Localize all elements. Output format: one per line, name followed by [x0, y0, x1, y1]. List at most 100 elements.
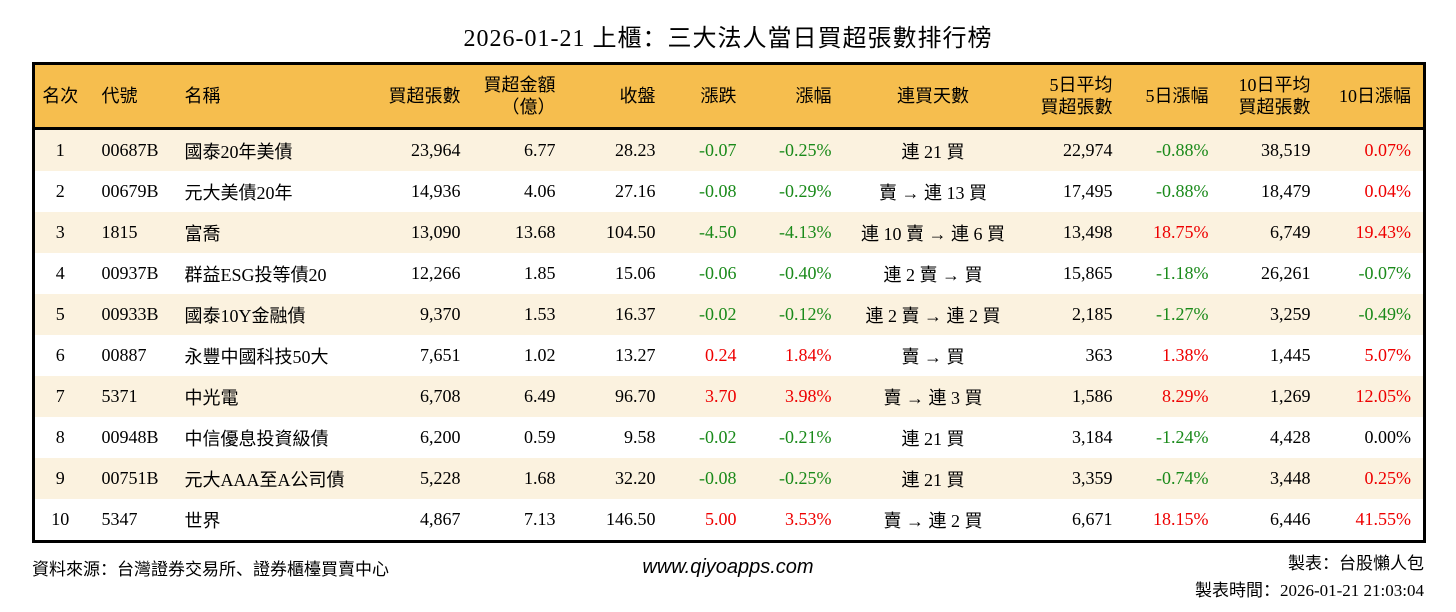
data-source: 資料來源：台灣證券交易所、證券櫃檯買賣中心 [32, 560, 389, 579]
table-row: 8 00948B 中信優息投資級債 6,200 0.59 9.58 -0.02 -0.21% 連… [34, 417, 1425, 458]
cell-change: -4.50 [699, 222, 737, 242]
cell-change-pct: -0.25% [779, 140, 832, 160]
cell-amount: 1.53 [524, 304, 556, 324]
column-header-avg5: 5日平均 買超張數 [1022, 63, 1123, 130]
cell-avg5: 3,359 [1072, 468, 1113, 488]
cell-code: 00948B [101, 427, 159, 447]
cell-pct10: 41.55% [1355, 509, 1412, 529]
cell-close: 15.06 [615, 263, 656, 283]
cell-pct5: -0.88% [1156, 140, 1209, 160]
cell-rank: 10 [51, 509, 70, 529]
cell-net-buy: 14,936 [411, 181, 461, 201]
cell-pct10: 5.07% [1364, 345, 1412, 365]
cell-avg5: 363 [1085, 345, 1113, 365]
column-header-amount: 買超金額 （億） [470, 63, 566, 130]
cell-avg5: 1,586 [1072, 386, 1113, 406]
cell-amount: 4.06 [524, 181, 556, 201]
cell-name: 國泰20年美債 [184, 141, 293, 162]
cell-amount: 6.77 [524, 140, 556, 160]
cell-net-buy: 23,964 [411, 140, 461, 160]
cell-pct10: 0.04% [1364, 181, 1412, 201]
cell-change: -0.02 [699, 304, 737, 324]
cell-pct10: 12.05% [1355, 386, 1412, 406]
cell-pct5: 18.75% [1153, 222, 1209, 242]
cell-name: 中信優息投資級債 [184, 428, 329, 449]
website-watermark: www.qiyoapps.com [642, 556, 814, 578]
cell-pct5: 8.29% [1162, 386, 1209, 406]
ranking-table: 名次 代號 名稱 買超張數 買超金額 （億） 收盤 漲跌 漲幅 連買天數 5日平均 買超張數 5日漲… [32, 62, 1426, 543]
cell-change: -0.02 [699, 427, 737, 447]
column-header-close: 收盤 [565, 63, 666, 130]
cell-amount: 0.59 [524, 427, 556, 447]
footer: 資料來源：台灣證券交易所、證券櫃檯買賣中心 www.qiyoapps.com 製… [32, 550, 1424, 604]
cell-pct5: -1.27% [1156, 304, 1209, 324]
cell-avg10: 1,445 [1270, 345, 1311, 365]
maker-credit: 製表：台股懶人包 [1288, 554, 1424, 573]
cell-code: 00937B [101, 263, 159, 283]
table-header: 名次 代號 名稱 買超張數 買超金額 （億） 收盤 漲跌 漲幅 連買天數 5日平均 買超張數 5日漲… [33, 63, 1425, 130]
column-header-change-pct: 漲幅 [748, 63, 844, 130]
cell-rank: 8 [55, 427, 65, 447]
cell-avg5: 3,184 [1072, 427, 1113, 447]
cell-avg10: 3,448 [1270, 468, 1311, 488]
cell-streak: 賣 → 買 [901, 346, 965, 367]
column-header-rank: 名次 [33, 63, 86, 130]
cell-pct5: -1.24% [1156, 427, 1209, 447]
cell-streak: 連 21 買 [901, 469, 965, 490]
cell-avg5: 22,974 [1063, 140, 1113, 160]
cell-name: 群益ESG投等債20 [184, 264, 327, 285]
cell-change: -0.07 [699, 140, 737, 160]
column-header-pct5: 5日漲幅 [1122, 63, 1221, 130]
cell-net-buy: 6,708 [420, 386, 461, 406]
cell-avg10: 6,446 [1270, 509, 1311, 529]
table-header-row: 名次 代號 名稱 買超張數 買超金額 （億） 收盤 漲跌 漲幅 連買天數 5日平均 買超張數 5日漲… [33, 63, 1425, 130]
cell-code: 1815 [101, 222, 138, 242]
report-timestamp: 製表時間：2026-01-21 21:03:04 [1194, 581, 1424, 600]
cell-change-pct: 3.98% [785, 386, 832, 406]
table-row: 4 00937B 群益ESG投等債20 12,266 1.85 15.06 -0.06 -0.… [34, 253, 1425, 294]
column-header-change: 漲跌 [665, 63, 749, 130]
cell-streak: 連 21 買 [901, 428, 965, 449]
cell-avg5: 6,671 [1072, 509, 1113, 529]
cell-name: 元大AAA至A公司債 [184, 469, 345, 490]
cell-amount: 1.02 [524, 345, 556, 365]
cell-pct5: 1.38% [1162, 345, 1209, 365]
cell-change-pct: -4.13% [779, 222, 832, 242]
cell-close: 9.58 [624, 427, 656, 447]
cell-streak: 連 21 買 [901, 141, 965, 162]
cell-close: 32.20 [615, 468, 656, 488]
cell-amount: 13.68 [515, 222, 556, 242]
cell-pct10: 0.07% [1364, 140, 1412, 160]
column-header-avg10: 10日平均 買超張數 [1220, 63, 1321, 130]
cell-avg5: 13,498 [1063, 222, 1113, 242]
cell-name: 世界 [184, 510, 221, 531]
cell-change-pct: -0.25% [779, 468, 832, 488]
cell-close: 96.70 [615, 386, 656, 406]
table-row: 2 00679B 元大美債20年 14,936 4.06 27.16 -0.08 -0.29%… [34, 171, 1425, 212]
cell-change-pct: 3.53% [785, 509, 832, 529]
cell-pct10: 0.25% [1364, 468, 1412, 488]
table-row: 9 00751B 元大AAA至A公司債 5,228 1.68 32.20 -0.08 -0.2… [33, 458, 1425, 499]
cell-rank: 3 [55, 222, 65, 242]
cell-avg10: 4,428 [1270, 427, 1311, 447]
cell-code: 5347 [101, 509, 138, 529]
cell-name: 國泰10Y金融債 [184, 305, 306, 326]
cell-avg10: 1,269 [1270, 386, 1311, 406]
cell-streak: 連 2 賣 → 買 [883, 264, 983, 285]
cell-close: 13.27 [615, 345, 656, 365]
cell-change: -0.08 [699, 181, 737, 201]
ranking-table-container: 名次 代號 名稱 買超張數 買超金額 （億） 收盤 漲跌 漲幅 連買天數 5日平均 買超張數 5日漲… [32, 62, 1426, 543]
cell-close: 16.37 [615, 304, 656, 324]
cell-pct5: -0.88% [1156, 181, 1209, 201]
table-row: 1 00687B 國泰20年美債 23,964 6.77 28.23 -0.07 -0.25%… [33, 128, 1425, 171]
cell-rank: 6 [55, 345, 65, 365]
cell-net-buy: 9,370 [420, 304, 461, 324]
cell-code: 5371 [101, 386, 138, 406]
table-body: 1 00687B 國泰20年美債 23,964 6.77 28.23 -0.07 -0.25%… [33, 128, 1425, 542]
cell-avg10: 18,479 [1261, 181, 1311, 201]
cell-streak: 賣 → 連 3 買 [883, 387, 983, 408]
cell-close: 28.23 [615, 140, 656, 160]
column-header-net-buy: 買超張數 [375, 63, 471, 130]
cell-avg10: 26,261 [1261, 263, 1311, 283]
cell-change-pct: -0.29% [779, 181, 832, 201]
